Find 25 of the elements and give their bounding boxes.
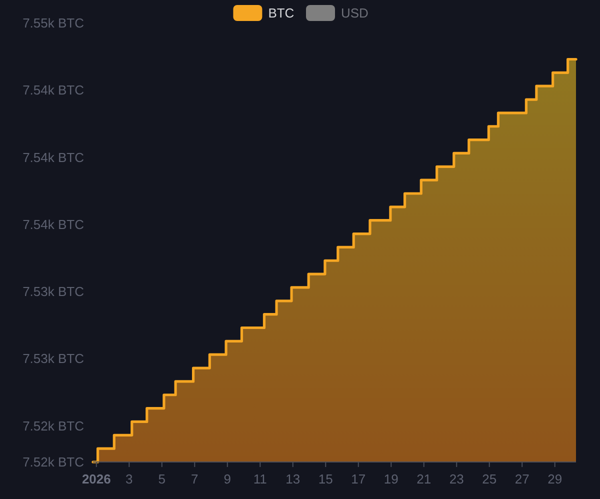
x-tick-label: 17 — [351, 472, 366, 487]
y-tick-label: 7.52k BTC — [22, 454, 84, 470]
y-tick-label: 7.53k BTC — [22, 351, 84, 366]
y-tick-label: 7.54k BTC — [22, 216, 84, 232]
x-tick-label: 19 — [384, 472, 398, 487]
x-tick-label: 23 — [449, 472, 464, 487]
legend-label: BTC — [268, 6, 294, 21]
x-tick-label: 3 — [126, 472, 133, 487]
y-tick-label: 7.54k BTC — [22, 82, 84, 98]
x-tick-label: 25 — [482, 472, 497, 487]
x-tick-label: 9 — [224, 472, 232, 487]
y-tick-label: 7.55k BTC — [22, 16, 84, 31]
y-tick-label: 7.52k BTC — [22, 418, 84, 434]
x-tick-label: 27 — [514, 472, 530, 487]
legend-label: USD — [341, 6, 368, 21]
x-tick-label: 21 — [416, 472, 432, 487]
y-tick-label: 7.53k BTC — [22, 284, 84, 300]
x-tick-label: 13 — [286, 472, 300, 487]
x-tick-label: 5 — [158, 472, 166, 487]
x-tick-label: 15 — [318, 472, 333, 487]
x-tick-label: 29 — [548, 472, 562, 487]
x-tick-label: 11 — [253, 472, 267, 487]
y-tick-label: 7.54k BTC — [22, 150, 84, 165]
x-tick-label: 2026 — [82, 472, 111, 487]
x-tick-label: 7 — [191, 472, 198, 487]
